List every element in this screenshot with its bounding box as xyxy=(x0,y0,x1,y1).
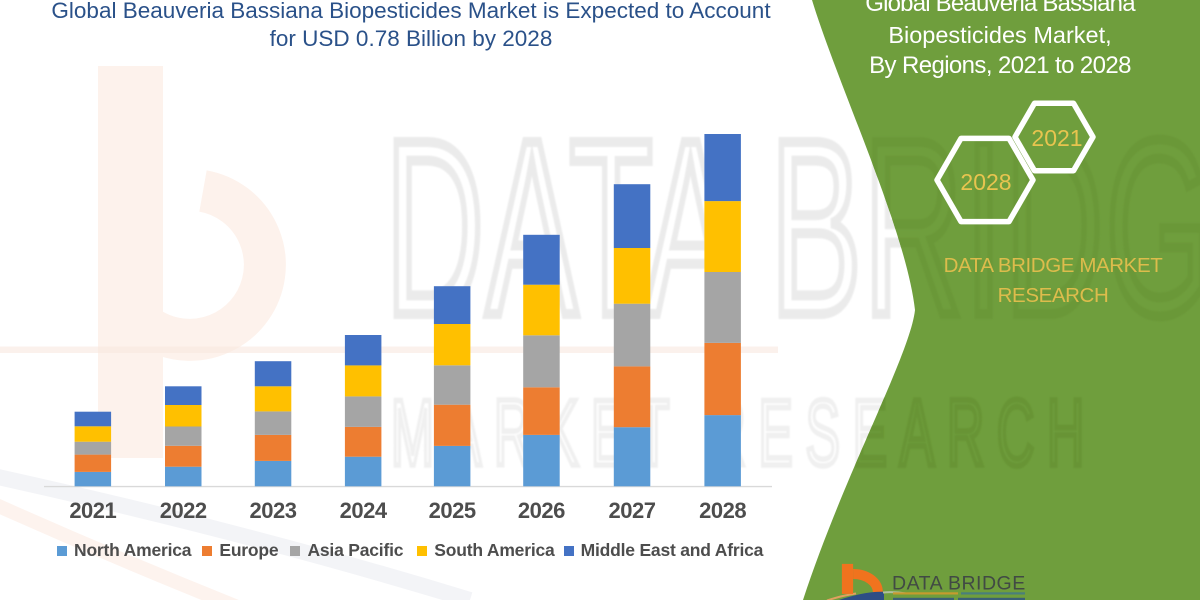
svg-text:DATA BRIDGE: DATA BRIDGE xyxy=(892,573,1026,595)
svg-text:2028: 2028 xyxy=(960,169,1011,195)
svg-text:2021: 2021 xyxy=(1031,125,1082,151)
